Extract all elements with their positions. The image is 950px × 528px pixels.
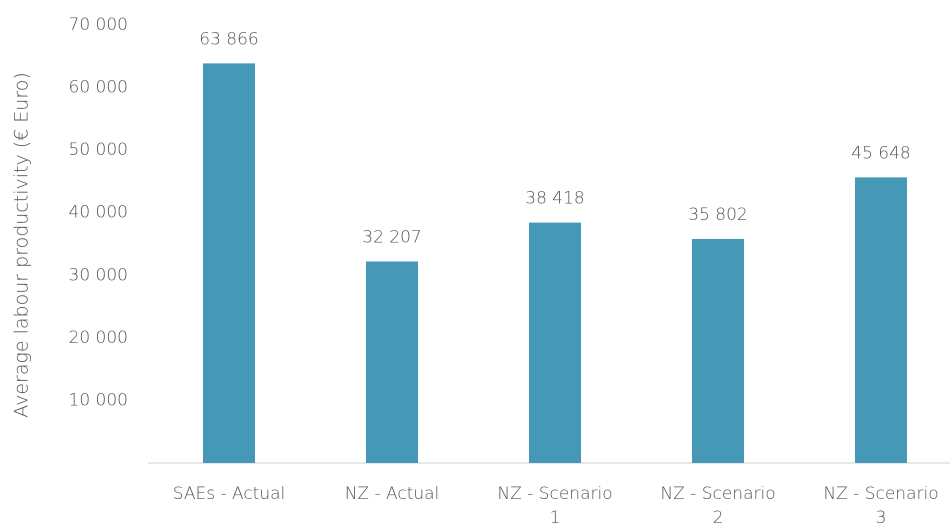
x-tick-label: NZ - Scenario 1	[497, 484, 612, 528]
bar	[366, 261, 418, 463]
data-label: 35 802	[688, 205, 747, 225]
y-tick-label: 20 000	[69, 328, 128, 348]
data-label: 63 866	[199, 29, 258, 49]
x-tick-label: NZ - Scenario 2	[660, 484, 775, 528]
bar	[529, 222, 581, 463]
y-tick-label: 50 000	[69, 140, 128, 160]
x-tick-label: NZ - Actual	[345, 484, 440, 504]
data-label: 32 207	[362, 227, 421, 247]
bar	[203, 63, 255, 463]
y-axis-title: Average labour productivity (€ Euro)	[11, 72, 33, 418]
x-tick-label: NZ - Scenario 3	[823, 484, 938, 528]
y-tick-label: 30 000	[69, 265, 128, 285]
bar	[855, 177, 907, 463]
y-tick-label: 60 000	[69, 78, 128, 98]
x-tick-label: SAEs - Actual	[173, 484, 286, 504]
y-tick-label: 10 000	[69, 390, 128, 410]
data-label: 38 418	[525, 189, 584, 209]
bar	[692, 238, 744, 463]
data-label: 45 648	[851, 143, 910, 163]
y-tick-label: 40 000	[69, 203, 128, 223]
y-tick-label: 70 000	[69, 15, 128, 35]
